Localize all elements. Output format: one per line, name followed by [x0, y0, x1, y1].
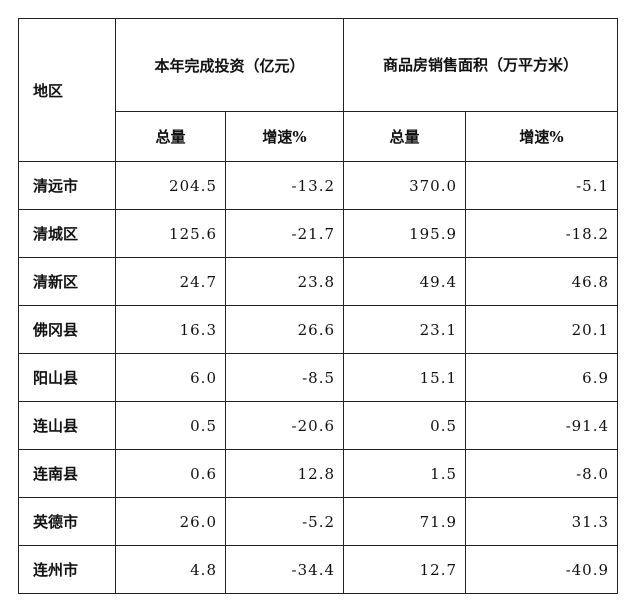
value-cell: -18.2 — [465, 209, 619, 258]
value-cell: 4.8 — [115, 545, 226, 594]
value-cell: 0.6 — [115, 449, 226, 498]
subheader-cell: 增速% — [465, 111, 619, 162]
value-cell: 24.7 — [115, 257, 226, 306]
value-cell: -5.2 — [224, 497, 345, 546]
value-cell: 23.1 — [343, 305, 467, 354]
value-cell: 125.6 — [115, 209, 226, 258]
value-cell: 1.5 — [343, 449, 467, 498]
subheader-cell: 增速% — [224, 111, 345, 162]
value-cell: 16.3 — [115, 305, 226, 354]
value-cell: 6.0 — [115, 353, 226, 402]
value-cell: 71.9 — [343, 497, 467, 546]
value-cell: 12.8 — [224, 449, 345, 498]
data-row: 清新区 24.7 23.8 49.4 46.8 — [18, 257, 619, 306]
value-cell: 46.8 — [465, 257, 619, 306]
value-cell: 370.0 — [343, 161, 467, 210]
region-cell: 连山县 — [18, 401, 116, 450]
data-row: 清远市 204.5 -13.2 370.0 -5.1 — [18, 161, 619, 210]
investment-header: 本年完成投资（亿元） — [114, 18, 345, 112]
data-row: 佛冈县 16.3 26.6 23.1 20.1 — [18, 305, 619, 354]
subheader-cell: 总量 — [115, 111, 226, 162]
value-cell: -8.0 — [465, 449, 619, 498]
value-cell: 0.5 — [115, 401, 226, 450]
value-cell: 204.5 — [115, 161, 226, 210]
subheader-row: 总量 增速% 总量 增速% — [19, 111, 619, 162]
data-row: 连南县 0.6 12.8 1.5 -8.0 — [18, 449, 619, 498]
header-row: 地区 本年完成投资（亿元） 商品房销售面积（万平方米） — [18, 18, 619, 162]
region-cell: 清新区 — [18, 257, 116, 306]
value-cell: 0.5 — [343, 401, 467, 450]
data-row: 英德市 26.0 -5.2 71.9 31.3 — [18, 497, 619, 546]
value-cell: -91.4 — [465, 401, 619, 450]
region-cell: 佛冈县 — [18, 305, 116, 354]
data-row: 连州市 4.8 -34.4 12.7 -40.9 — [18, 545, 619, 594]
value-cell: -34.4 — [224, 545, 345, 594]
value-cell: 20.1 — [465, 305, 619, 354]
data-table: 地区 本年完成投资（亿元） 商品房销售面积（万平方米） 总量 增速% 总量 增速% 清… — [18, 18, 619, 594]
region-cell: 连州市 — [18, 545, 116, 594]
value-cell: -5.1 — [465, 161, 619, 210]
region-cell: 连南县 — [18, 449, 116, 498]
value-cell: 195.9 — [343, 209, 467, 258]
value-cell: -20.6 — [224, 401, 345, 450]
value-cell: 31.3 — [465, 497, 619, 546]
value-cell: 26.6 — [224, 305, 345, 354]
data-row: 清城区 125.6 -21.7 195.9 -18.2 — [18, 209, 619, 258]
table-body: 地区 本年完成投资（亿元） 商品房销售面积（万平方米） 总量 增速% 总量 增速% 清… — [18, 18, 619, 594]
region-cell: 清城区 — [18, 209, 116, 258]
data-row: 连山县 0.5 -20.6 0.5 -91.4 — [18, 401, 619, 450]
value-cell: -21.7 — [224, 209, 345, 258]
value-cell: 49.4 — [343, 257, 467, 306]
value-cell: -8.5 — [224, 353, 345, 402]
region-cell: 阳山县 — [18, 353, 116, 402]
value-cell: 15.1 — [343, 353, 467, 402]
data-row: 阳山县 6.0 -8.5 15.1 6.9 — [18, 353, 619, 402]
region-cell: 清远市 — [18, 161, 116, 210]
value-cell: 12.7 — [343, 545, 467, 594]
value-cell: 23.8 — [224, 257, 345, 306]
region-header: 地区 — [18, 18, 116, 162]
subheader-cell: 总量 — [343, 111, 467, 162]
value-cell: -13.2 — [224, 161, 345, 210]
value-cell: 6.9 — [465, 353, 619, 402]
sales-area-header: 商品房销售面积（万平方米） — [343, 18, 619, 112]
value-cell: 26.0 — [115, 497, 226, 546]
value-cell: -40.9 — [465, 545, 619, 594]
region-cell: 英德市 — [18, 497, 116, 546]
